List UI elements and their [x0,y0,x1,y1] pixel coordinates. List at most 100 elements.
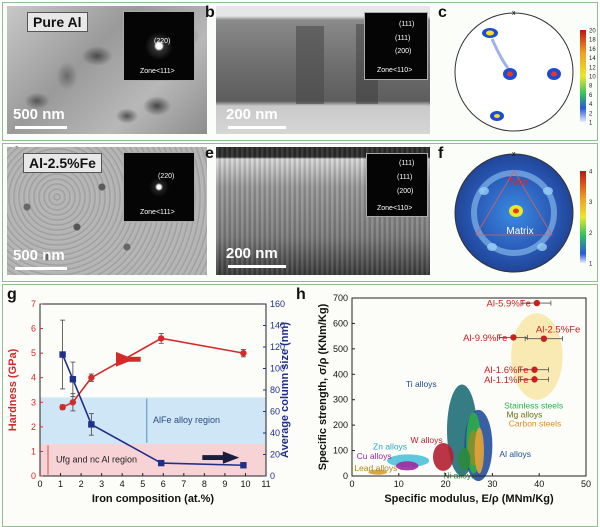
colorbar-tick-label: 8 [589,84,593,90]
panel-label-e: e [205,145,214,162]
colorbar-tick-label: 3 [589,200,593,206]
point-label: Al-5.9%Fe [487,299,531,310]
pole-spot-4-core [494,114,500,118]
hardness-axis-arrow-shaft [116,356,141,362]
pole-spot-2-core [507,71,513,77]
pole-figure-pure-al: x 20 18 16 14 12 10 8 6 4 2 1 [454,10,596,132]
x-tick-label: 10 [394,479,404,489]
twin-label: Twin [508,177,529,188]
tem-image-al-fe-cross-section: (111) (111) (200) Zone<110> 200 nm [216,147,430,275]
scale-bar [15,126,67,129]
y-tick-label: 300 [333,395,348,405]
y2-tick-label: 120 [270,342,285,352]
pole-axis-label: x [512,10,516,17]
lead-alloys-region [368,469,388,475]
y-tick-label: 700 [333,293,348,303]
x-tick-label: 8 [202,479,207,489]
y-tick-label: 2 [31,422,36,432]
al-fe-point [540,335,548,342]
y-tick-label: 5 [31,348,36,358]
x-tick-label: 7 [181,479,186,489]
ni-alloys-region [458,448,471,471]
y2-tick-label: 100 [270,364,285,374]
twin-spot-2 [543,187,553,195]
scale-bar [15,267,67,270]
pole-axis-label: x [512,151,516,158]
spot-label-111-top: (111) [399,21,415,28]
alfe-region-band [40,397,266,445]
scale-bar-label: 500 nm [13,106,65,123]
twin-spot-4 [537,243,547,251]
spot-label-200: (200) [395,48,412,55]
scale-bar-label: 200 nm [226,245,278,262]
colorbar-tick-label: 1 [589,262,593,268]
y-tick-label: 0 [31,471,36,481]
y2-axis-label: Average column size (nm) [279,322,291,458]
y-axis-label: Hardness (GPa) [7,348,19,431]
tick-labels: 0 1 2 3 4 5 6 7 8 9 10 1101234567020406080100120140… [31,299,285,489]
matrix-spot-core [513,208,519,214]
al-fe-point [531,376,538,383]
region-label-alfe: AlFe alloy region [153,415,220,425]
y-tick-label: 1 [31,446,36,456]
x-tick-label: 9 [222,479,227,489]
x-tick-label: 3 [99,479,104,489]
zone-axis-label: Zone<111> [140,68,175,75]
x-tick-label: 11 [261,479,270,489]
y-tick-label: 0 [343,471,348,481]
al-fe-highlight-ellipse [511,313,563,400]
y-tick-label: 400 [333,369,348,379]
colorbar-tick-label: 2 [589,231,593,237]
x-axis-label: Iron composition (at.%) [92,493,215,505]
x-tick-label: 4 [120,479,125,489]
al-alloys-label: Al alloys [499,449,531,459]
x-axis-label: Specific modulus, E/ρ (MNm/Kg) [384,493,554,505]
stainless-steels-label: Stainless steels [504,401,563,411]
panel-label-g: g [7,286,17,303]
x-tick-label: 5 [140,479,145,489]
colorbar [580,30,586,122]
diffraction-inset-a: (220) Zone<111> [123,11,195,81]
hardness-point [69,399,77,406]
panel-label-h: h [296,286,306,303]
colorbar-ticks: 4 3 2 1 [589,170,593,268]
hardness-line [62,337,244,408]
x-tick-label: 40 [534,479,544,489]
tem-image-pure-al: Pure Al (220) Zone<111> 500 nm [7,6,207,134]
al-fe-point [531,366,538,373]
carbon-steels-region [474,427,484,474]
x-tick-label: 10 [240,479,250,489]
al-fe-point [510,334,517,341]
y2-tick-label: 60 [270,407,280,417]
zn-alloys-label: Zn alloys [373,441,407,451]
point-label: Al-1.6%Fe [484,365,528,376]
zone-axis-label: Zone<111> [140,209,175,216]
lead-alloys-label: Lead alloys [354,463,397,473]
y-tick-label: 3 [31,397,36,407]
spot-label-111-mid: (111) [395,35,411,42]
point-label: Al-2.5%Fe [536,325,580,336]
pole-streak [490,38,510,69]
data-series [59,319,247,469]
mg-alloys-label: Mg alloys [506,410,542,420]
region-label-ufg: Ufg and nc Al region [56,454,137,464]
y2-tick-label: 0 [270,471,275,481]
diffraction-inset-d: (220) Zone<111> [123,152,195,222]
al-fe-point [533,299,541,307]
colorbar-tick-label: 4 [589,102,593,108]
hardness-point [158,335,165,342]
y2-tick-label: 20 [270,450,280,460]
column-grain-1 [296,26,324,104]
colorbar-tick-label: 20 [589,29,596,35]
diffraction-spot-label: (220) [154,38,171,45]
x-tick-label: 6 [161,479,166,489]
twin-spot-3 [487,243,497,251]
scale-bar [228,126,286,129]
carbon-steels-label: Carbon steels [509,418,561,428]
zone-axis-label: Zone<110> [377,67,413,74]
cu-alloys-label: Cu alloys [357,451,392,461]
ti-alloys-label: Ti alloys [406,379,437,389]
colorbar-tick-label: 6 [589,93,593,99]
